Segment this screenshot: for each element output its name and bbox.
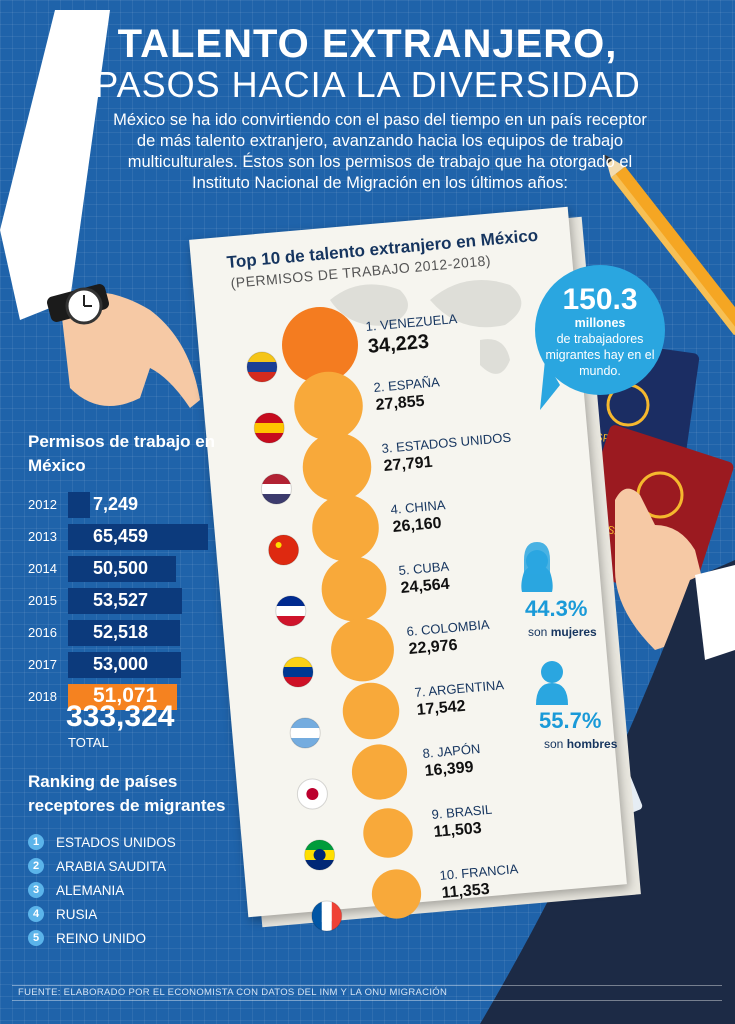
man-icon [536, 661, 568, 705]
ranking-number-badge: 5 [28, 930, 44, 946]
ranking-label: ALEMANIA [56, 882, 125, 898]
ranking-number-badge: 4 [28, 906, 44, 922]
permit-bar [68, 492, 90, 518]
ranking-number-badge: 2 [28, 858, 44, 874]
country-circle [331, 618, 394, 682]
brazil-flag-icon [304, 839, 336, 871]
footer-source: FUENTE: ELABORADO POR EL ECONOMISTA CON … [18, 987, 448, 998]
permit-value: 50,500 [93, 558, 149, 578]
permits-title: Permisos de trabajo en México [28, 432, 216, 475]
ranking-label: ARABIA SAUDITA [56, 858, 167, 874]
permit-bar [68, 588, 183, 614]
permit-year: 2013 [28, 529, 57, 544]
permit-year: 2014 [28, 561, 57, 576]
country-circle [371, 869, 422, 919]
bubble-unit: millones [574, 316, 626, 330]
japan-flag-icon [296, 778, 328, 810]
footer-bar [12, 985, 722, 1001]
cuba-flag-icon [275, 595, 307, 627]
pencil-icon [604, 154, 735, 336]
ranking-number-badge: 1 [28, 834, 44, 850]
main-title: TALENTO EXTRANJERO, [117, 22, 618, 66]
permit-value: 51,071 [93, 684, 158, 707]
permits-total: 333,324 [66, 700, 175, 733]
arm-with-watch-illustration [0, 10, 200, 408]
permit-year: 2017 [28, 657, 57, 672]
country-circle [342, 682, 400, 740]
permit-value: 53,000 [93, 654, 149, 674]
country-circle [312, 494, 379, 562]
ranking-item: 3 ALEMANIA [28, 881, 124, 899]
permits-total-label: TOTAL [68, 735, 109, 750]
permit-value: 65,459 [93, 526, 149, 546]
permit-bar [68, 652, 182, 678]
women-label: son mujeres [528, 625, 597, 639]
ranking-label: RUSIA [56, 906, 98, 922]
permit-bar [68, 684, 178, 710]
bubble-number: 150.3 [562, 283, 638, 316]
permit-year: 2016 [28, 625, 57, 640]
country-circle [294, 371, 363, 441]
france-flag-icon [311, 900, 343, 932]
permit-bar [68, 620, 181, 646]
permit-year: 2012 [28, 497, 57, 512]
men-percent: 55.7% [539, 708, 602, 733]
ranking-number-badge: 3 [28, 882, 44, 898]
ranking-item: 5 REINO UNIDO [28, 929, 146, 947]
ranking-label: ESTADOS UNIDOS [56, 834, 176, 850]
permit-value: 52,518 [93, 622, 149, 642]
men-label: son hombres [544, 737, 618, 751]
country-circle [321, 556, 387, 622]
spain-flag-icon [253, 412, 285, 444]
bubble-text: de trabajadores migrantes hay en el mund… [545, 332, 655, 378]
usa-flag-icon [260, 473, 292, 505]
permit-year: 2015 [28, 593, 57, 608]
ranking-title: Ranking de países receptores de migrante… [28, 772, 226, 815]
country-circle [282, 307, 358, 383]
permit-value: 53,527 [93, 590, 149, 610]
china-flag-icon [268, 534, 300, 566]
country-circle [363, 808, 413, 858]
ranking-item: 2 ARABIA SAUDITA [28, 857, 166, 875]
venezuela-flag-icon [246, 351, 278, 383]
country-circle [302, 432, 372, 502]
argentina-flag-icon [289, 717, 321, 749]
permit-bar [68, 556, 176, 582]
permit-year: 2018 [28, 689, 57, 704]
permit-value: 7,249 [93, 494, 139, 514]
permit-bar [68, 524, 208, 550]
woman-icon [521, 542, 553, 592]
ranking-item: 1 ESTADOS UNIDOS [28, 833, 176, 851]
intro-text: México se ha ido convirtiendo con el pas… [113, 111, 647, 192]
women-percent: 44.3% [525, 596, 588, 621]
ranking-label: REINO UNIDO [56, 930, 147, 946]
country-circle [351, 744, 408, 800]
ranking-item: 4 RUSIA [28, 905, 97, 923]
colombia-flag-icon [282, 656, 314, 688]
main-subtitle: PASOS HACIA LA DIVERSIDAD [94, 64, 641, 105]
